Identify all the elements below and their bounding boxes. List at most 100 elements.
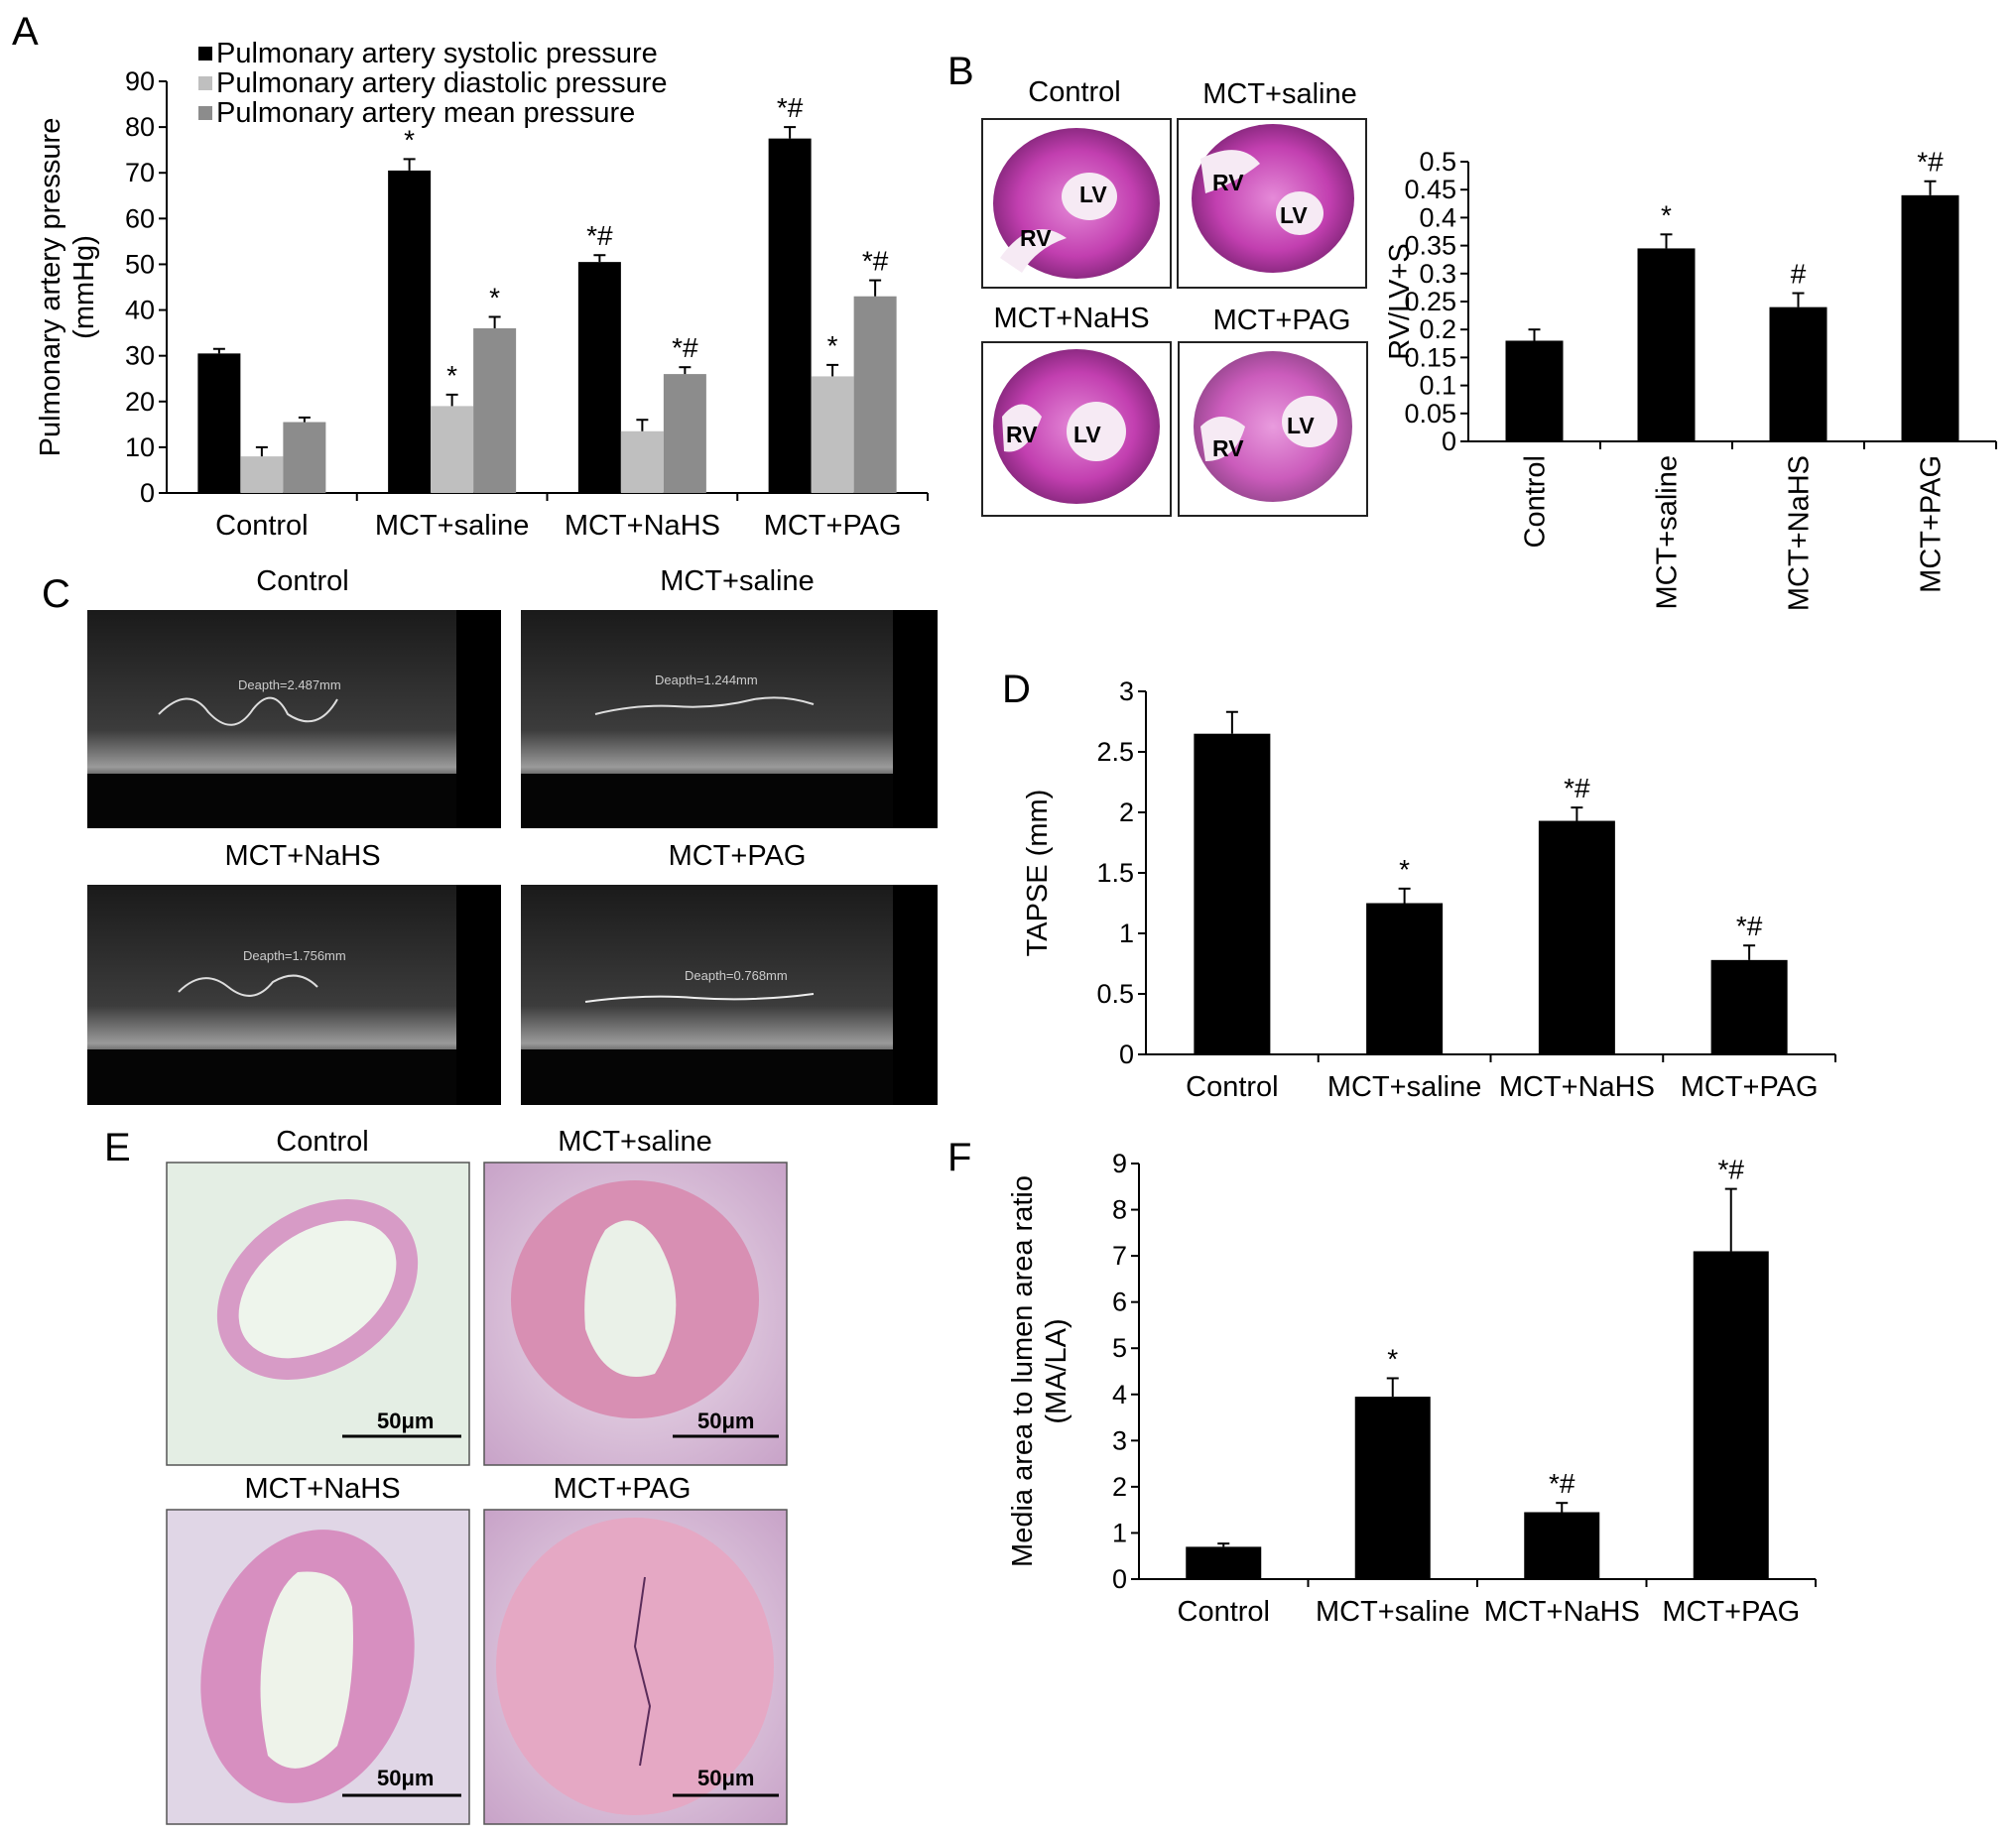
bar — [811, 376, 854, 493]
bar — [1901, 194, 1959, 441]
echo-image-mct-saline: Deapth=1.244mm — [521, 610, 938, 828]
significance-label: *# — [586, 220, 613, 251]
y-tick-label: 1.5 — [1096, 858, 1134, 888]
bar — [1693, 1251, 1769, 1579]
y-tick-label: 70 — [125, 158, 155, 187]
y-tick-label: 0.35 — [1404, 231, 1456, 261]
y-axis-label-line1: Media area to lumen area ratio — [1007, 1175, 1039, 1567]
bar — [1769, 306, 1827, 441]
y-tick-label: 0.45 — [1404, 175, 1456, 204]
y-tick-label: 0.5 — [1419, 147, 1456, 177]
significance-label: * — [446, 360, 457, 391]
heart-title-mct-pag: MCT+PAG — [1213, 305, 1351, 336]
histo-pag-scale: 50μm — [697, 1766, 755, 1790]
y-tick-label: 0.1 — [1419, 371, 1456, 401]
significance-label: # — [1791, 259, 1807, 290]
y-tick-label: 90 — [125, 66, 155, 96]
y-tick-label: 0.5 — [1096, 979, 1134, 1009]
y-tick-label: 2.5 — [1096, 737, 1134, 767]
bar — [283, 422, 326, 493]
y-tick-label: 10 — [125, 432, 155, 462]
significance-label: *# — [862, 246, 889, 277]
histo-title-mct-saline: MCT+saline — [558, 1126, 712, 1158]
y-tick-label: 9 — [1112, 1149, 1127, 1178]
panel-label-b: B — [947, 50, 974, 93]
x-tick-label: Control — [215, 510, 309, 542]
histo-control-scale: 50μm — [377, 1409, 435, 1433]
y-tick-label: 2 — [1112, 1472, 1127, 1502]
y-tick-label: 3 — [1119, 676, 1134, 706]
bar — [240, 456, 284, 493]
echo-image-control: Deapth=2.487mm — [87, 610, 501, 828]
histo-image-mct-nahs: 50μm — [166, 1509, 470, 1825]
panel-label-e: E — [104, 1126, 131, 1169]
echo-nahs-depth: Deapth=1.756mm — [243, 948, 346, 963]
x-tick-label: MCT+NaHS — [565, 510, 720, 542]
y-tick-label: 0.15 — [1404, 342, 1456, 372]
bar — [1354, 1397, 1431, 1579]
legend-swatch — [198, 47, 212, 61]
y-tick-label: 0 — [1119, 1040, 1134, 1069]
significance-label: *# — [777, 92, 804, 123]
bar — [853, 296, 897, 493]
y-tick-label: 20 — [125, 387, 155, 417]
y-tick-label: 30 — [125, 341, 155, 371]
y-axis-label: RV/LV+S — [1384, 243, 1416, 359]
histo-image-control: 50μm — [166, 1162, 470, 1466]
y-tick-label: 0.2 — [1419, 314, 1456, 344]
heart-saline-lv-label: LV — [1280, 202, 1308, 228]
x-tick-label: MCT+saline — [1316, 1596, 1470, 1628]
heart-image-mct-saline: RV LV — [1177, 118, 1367, 289]
histo-title-mct-nahs: MCT+NaHS — [244, 1473, 400, 1505]
echo-pag-depth: Deapth=0.768mm — [685, 968, 788, 983]
bar — [663, 374, 706, 493]
chart-a-pulmonary-pressure: 0 10 20 30 40 50 60 70 80 90 Pulmonary artery pres… — [35, 38, 929, 542]
y-axis-label-line1: Pulmonary artery pressure — [35, 118, 66, 457]
x-tick-label: Control — [1178, 1596, 1271, 1628]
significance-label: * — [1661, 199, 1672, 230]
echo-title-control: Control — [256, 565, 349, 597]
heart-control-rv-label: RV — [1020, 225, 1052, 251]
y-tick-label: 2 — [1119, 797, 1134, 827]
heart-nahs-rv-label: RV — [1006, 422, 1038, 447]
x-tick-label: Control — [1186, 1071, 1279, 1103]
y-tick-label: 6 — [1112, 1287, 1127, 1317]
heart-pag-rv-label: RV — [1212, 435, 1244, 461]
histo-saline-scale: 50μm — [697, 1409, 755, 1433]
significance-label: * — [1399, 854, 1410, 885]
heart-images: Control MCT+saline MCT+NaHS MCT+PAG LV R… — [981, 76, 1368, 517]
bar — [1505, 340, 1564, 441]
significance-label: * — [404, 124, 415, 155]
panel-label-f: F — [947, 1136, 971, 1179]
significance-label: *# — [1718, 1155, 1745, 1185]
y-tick-label: 0.25 — [1404, 287, 1456, 316]
y-tick-label: 4 — [1112, 1380, 1127, 1410]
heart-title-control: Control — [1028, 76, 1121, 108]
y-tick-label: 8 — [1112, 1195, 1127, 1225]
y-axis-label: Pulmonary artery pressure(mmHg) — [35, 118, 100, 457]
echo-image-mct-nahs: Deapth=1.756mm — [87, 885, 501, 1105]
heart-image-control: LV RV — [981, 118, 1172, 289]
echo-image-mct-pag: Deapth=0.768mm — [521, 885, 938, 1105]
bar — [1637, 248, 1696, 441]
bar — [577, 262, 621, 493]
legend-label: Pulmonary artery mean pressure — [216, 97, 635, 129]
bar — [1538, 820, 1615, 1054]
legend-swatch — [198, 76, 212, 90]
significance-label: * — [827, 330, 838, 361]
y-tick-label: 0.05 — [1404, 399, 1456, 429]
y-tick-label: 3 — [1112, 1425, 1127, 1455]
panel-label-a: A — [12, 10, 39, 54]
significance-label: *# — [672, 332, 698, 363]
heart-nahs-lv-label: LV — [1073, 422, 1101, 447]
x-tick-label: MCT+saline — [1327, 1071, 1482, 1103]
bar — [197, 353, 241, 493]
y-tick-label: 40 — [125, 296, 155, 325]
histo-nahs-scale: 50μm — [377, 1766, 435, 1790]
y-axis-label-line2: (mmHg) — [68, 235, 100, 339]
echo-title-mct-pag: MCT+PAG — [669, 840, 807, 872]
bar — [1366, 903, 1444, 1054]
y-tick-label: 0 — [1112, 1564, 1127, 1594]
bar — [1186, 1546, 1262, 1579]
